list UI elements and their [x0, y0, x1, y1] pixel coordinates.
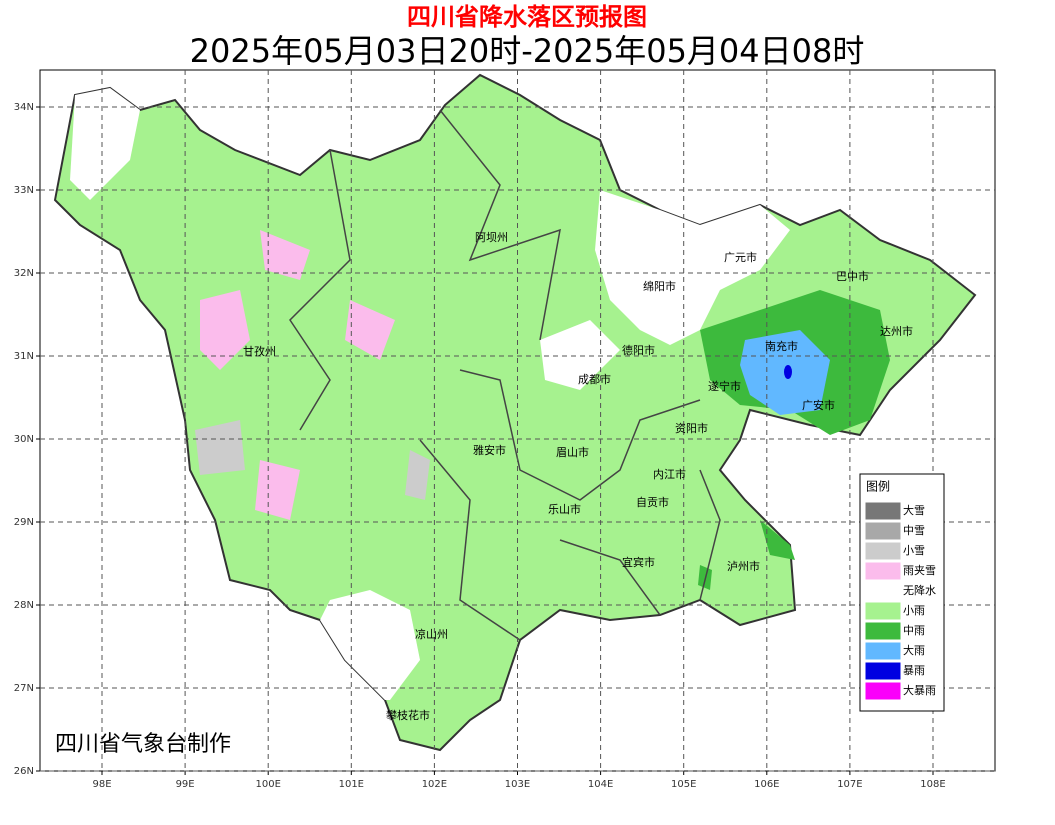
legend-swatch: [866, 583, 900, 599]
x-tick-label: 107E: [837, 779, 862, 790]
legend-swatch: [865, 622, 901, 640]
province: [53, 73, 977, 752]
legend-label: 中雨: [903, 624, 925, 637]
city-label: 广安市: [802, 398, 835, 412]
y-tick-label: 26N: [14, 766, 34, 777]
city-label: 宜宾市: [622, 555, 655, 569]
legend-label: 雨夹雪: [903, 564, 936, 577]
city-label: 凉山州: [415, 627, 448, 641]
x-tick-label: 102E: [422, 779, 447, 790]
city-label: 成都市: [578, 372, 611, 386]
legend-swatch: [865, 522, 901, 540]
city-label: 巴中市: [836, 269, 869, 283]
city-label: 泸州市: [727, 559, 760, 573]
y-tick-label: 32N: [14, 268, 34, 279]
legend-swatch: [865, 542, 901, 560]
city-label: 广元市: [724, 250, 757, 264]
legend-label: 中雪: [903, 524, 925, 537]
legend-swatch: [865, 662, 901, 680]
subtitle: 2025年05月03日20时-2025年05月04日08时: [190, 32, 865, 70]
y-tick-label: 33N: [14, 185, 34, 196]
city-label: 雅安市: [473, 443, 506, 457]
city-label: 攀枝花市: [386, 708, 430, 722]
legend-label: 小雪: [903, 544, 925, 557]
city-label: 阿坝州: [475, 230, 508, 244]
city-label: 甘孜州: [243, 344, 276, 358]
x-tick-label: 106E: [754, 779, 779, 790]
x-tick-label: 103E: [505, 779, 530, 790]
y-tick-label: 30N: [14, 434, 34, 445]
x-tick-label: 99E: [176, 779, 195, 790]
city-label: 达州市: [880, 324, 913, 338]
x-tick-label: 104E: [588, 779, 613, 790]
x-tick-label: 100E: [255, 779, 280, 790]
city-label: 遂宁市: [708, 379, 741, 393]
legend-label: 大雪: [903, 503, 925, 517]
legend-label: 小雨: [903, 604, 925, 617]
legend-label: 暴雨: [903, 664, 925, 677]
y-tick-label: 28N: [14, 600, 34, 611]
city-label: 德阳市: [622, 343, 655, 357]
city-label: 乐山市: [548, 502, 581, 516]
legend-swatch: [865, 602, 901, 620]
x-tick-label: 98E: [92, 779, 111, 790]
city-label: 内江市: [653, 467, 686, 481]
city-label: 资阳市: [675, 421, 708, 435]
city-label: 眉山市: [556, 445, 589, 459]
legend-label: 大暴雨: [903, 683, 936, 697]
legend-label: 无降水: [903, 583, 936, 597]
x-tick-label: 101E: [339, 779, 364, 790]
y-tick-label: 27N: [14, 683, 34, 694]
x-tick-label: 108E: [920, 779, 945, 790]
x-tick-label: 105E: [671, 779, 696, 790]
footer: 四川省气象台制作: [55, 732, 231, 757]
legend-swatch: [865, 682, 901, 700]
legend-label: 大雨: [903, 643, 925, 657]
legend-swatch: [865, 502, 901, 520]
y-tick-label: 29N: [14, 517, 34, 528]
y-tick-label: 31N: [14, 351, 34, 362]
y-tick-label: 34N: [14, 102, 34, 113]
city-label: 南充市: [765, 339, 798, 353]
city-label: 自贡市: [636, 495, 669, 509]
legend-swatch: [865, 642, 901, 660]
title: 四川省降水落区预报图: [407, 3, 647, 31]
city-label: 绵阳市: [643, 279, 676, 293]
city-labels: 阿坝州 广元市 巴中市 绵阳市 达州市 南充市 德阳市 甘孜州 成都市 遂宁市 …: [243, 230, 913, 722]
legend-swatch: [865, 562, 901, 580]
legend-title: 图例: [866, 480, 890, 494]
